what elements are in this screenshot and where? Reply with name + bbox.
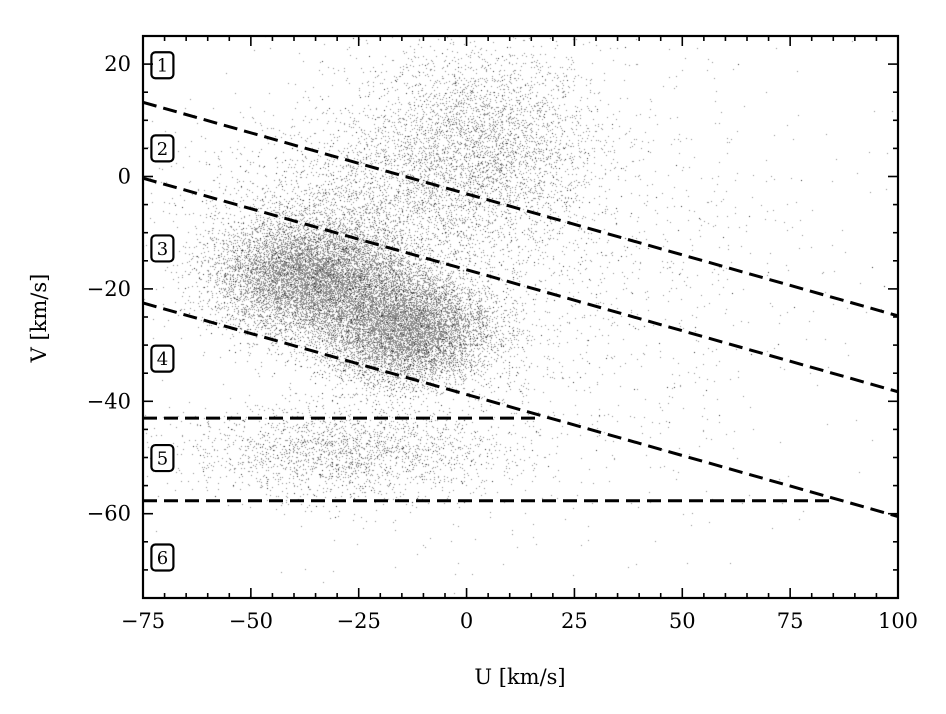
region-box-4 xyxy=(150,344,175,373)
region-box-1 xyxy=(150,51,175,80)
dividing-line-3 xyxy=(142,301,899,518)
region-label-2: 2 xyxy=(157,139,168,160)
region-label-1: 1 xyxy=(157,56,168,77)
x-tick-label: 25 xyxy=(561,609,588,633)
x-axis-label: U [km/s] xyxy=(474,665,565,689)
dividing-line-2 xyxy=(142,176,899,394)
y-tick-label: 0 xyxy=(118,165,131,189)
region-box-2 xyxy=(150,134,175,163)
y-tick-label: −60 xyxy=(87,502,131,526)
region-label-4: 4 xyxy=(157,349,168,370)
x-tick-label: 100 xyxy=(878,609,918,633)
x-tick-label: −50 xyxy=(229,609,273,633)
y-tick-label: 20 xyxy=(104,52,131,76)
y-tick-label: −20 xyxy=(87,277,131,301)
region-label-6: 6 xyxy=(157,548,168,569)
x-tick-label: 0 xyxy=(460,609,473,633)
region-labels: 1 2 3 4 5 6 xyxy=(150,51,175,572)
region-label-5: 5 xyxy=(157,449,168,470)
y-axis-label: V [km/s] xyxy=(27,274,51,364)
x-tick-label: 75 xyxy=(777,609,804,633)
scatter-points xyxy=(143,36,898,598)
y-tick-label: −40 xyxy=(87,389,131,413)
region-box-5 xyxy=(150,443,175,473)
x-tick-label: −75 xyxy=(121,609,165,633)
scatter-density-image xyxy=(143,36,898,598)
region-box-6 xyxy=(150,543,175,572)
region-box-3 xyxy=(150,234,175,263)
dividing-line-1 xyxy=(142,100,899,318)
x-tick-label: 50 xyxy=(669,609,696,633)
region-label-3: 3 xyxy=(157,239,168,260)
x-tick-label: −25 xyxy=(337,609,381,633)
dividing-lines xyxy=(142,100,899,518)
